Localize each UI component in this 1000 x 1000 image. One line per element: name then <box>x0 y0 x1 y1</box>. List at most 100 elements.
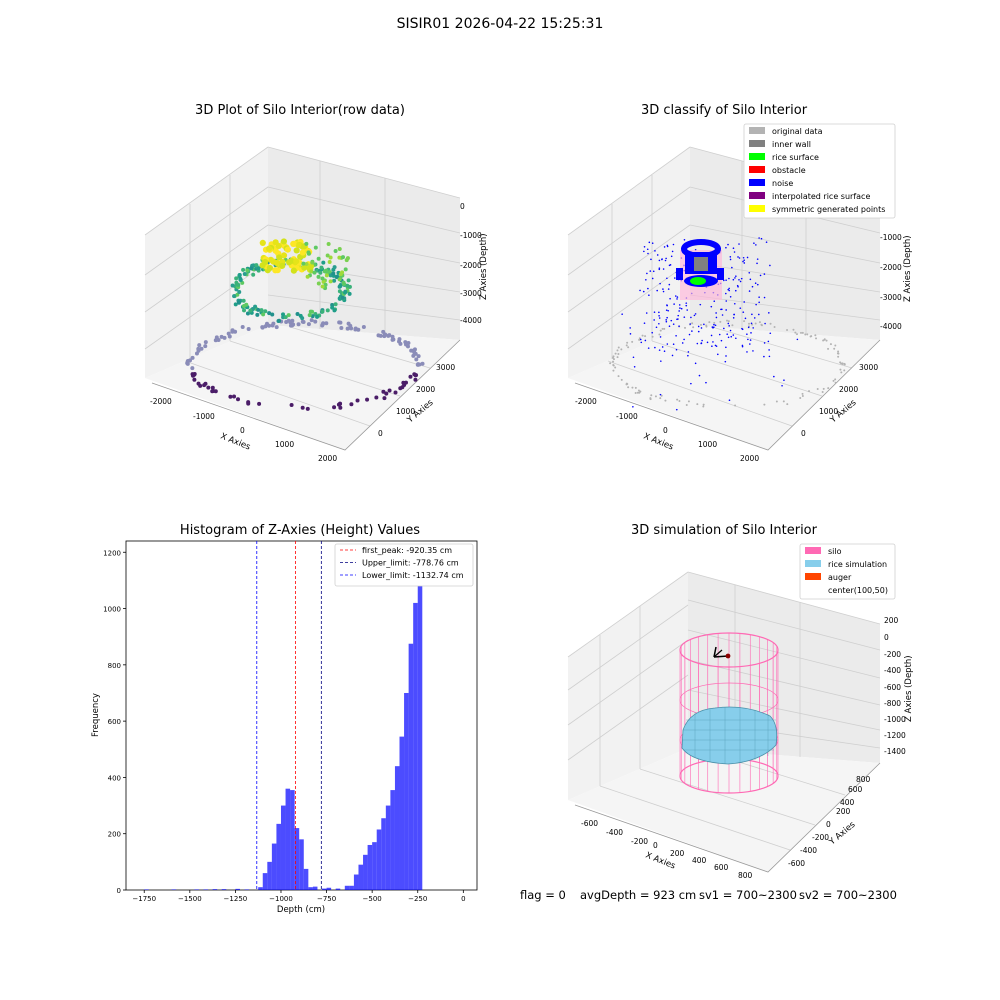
point <box>279 262 286 269</box>
point <box>234 276 239 281</box>
point <box>699 323 702 326</box>
point <box>310 260 315 265</box>
rice-simulation-surface <box>681 706 778 765</box>
point <box>710 334 713 337</box>
point <box>648 241 651 244</box>
point <box>659 397 662 400</box>
point <box>753 317 756 319</box>
point <box>661 346 664 348</box>
point <box>202 383 207 388</box>
point <box>320 276 325 281</box>
point <box>763 296 766 299</box>
point <box>706 341 709 344</box>
point <box>750 332 752 334</box>
point <box>658 317 661 319</box>
point <box>715 312 717 314</box>
point <box>741 327 743 330</box>
histogram-bars <box>144 557 423 890</box>
point <box>658 267 661 269</box>
point <box>316 274 321 279</box>
histogram-ytick-label: 1200 <box>103 549 121 557</box>
point <box>338 284 343 289</box>
point <box>741 344 744 347</box>
histogram-legend-label: Upper_limit: -778.76 cm <box>362 559 459 568</box>
point <box>665 320 668 323</box>
point <box>643 250 645 253</box>
classify-ztick: -4000 <box>880 322 902 331</box>
point <box>739 307 742 309</box>
histogram-bar <box>244 889 250 890</box>
point <box>330 305 335 310</box>
point <box>242 308 247 313</box>
classify-legend-swatch <box>749 166 765 173</box>
point <box>261 312 266 317</box>
point <box>257 401 262 406</box>
point <box>747 322 750 325</box>
classify-legend-swatch <box>749 205 765 212</box>
point <box>313 245 318 250</box>
point <box>656 254 659 256</box>
raw-ztick: -1000 <box>460 231 482 240</box>
point <box>678 400 681 403</box>
point <box>289 403 294 408</box>
status-sv2: sv2 = 700~2300 <box>799 888 897 902</box>
point <box>390 337 395 342</box>
histogram-ytick-label: 400 <box>108 774 121 782</box>
point <box>672 323 675 325</box>
point <box>732 278 735 281</box>
point <box>725 300 728 302</box>
point <box>727 243 729 246</box>
point <box>648 294 650 297</box>
point <box>336 402 341 407</box>
point <box>381 389 386 394</box>
point <box>398 341 403 346</box>
point <box>413 377 418 382</box>
point <box>641 334 644 337</box>
point <box>668 283 671 286</box>
point <box>324 273 329 278</box>
point <box>227 334 232 339</box>
histogram-bar <box>353 874 359 890</box>
point <box>245 268 250 273</box>
point <box>654 346 656 349</box>
point <box>658 314 660 317</box>
simulation-ytick: 400 <box>840 798 855 807</box>
point <box>347 284 352 289</box>
point <box>660 360 662 362</box>
point <box>713 326 715 328</box>
point <box>213 338 218 343</box>
raw-ztick: -4000 <box>460 316 482 325</box>
simulation-legend-label: silo <box>828 547 842 556</box>
raw-plot-title: 3D Plot of Silo Interior(row data) <box>195 103 405 118</box>
point <box>691 330 693 332</box>
point <box>321 279 326 284</box>
point <box>728 287 730 290</box>
point <box>638 338 641 341</box>
point <box>331 271 336 276</box>
point <box>734 277 736 279</box>
point <box>332 308 337 313</box>
point <box>656 289 658 292</box>
histogram-bar <box>235 888 240 890</box>
point <box>617 346 620 349</box>
point <box>306 322 311 327</box>
point <box>276 254 283 261</box>
simulation-ztick: 200 <box>884 616 899 625</box>
point <box>713 323 715 326</box>
point <box>233 329 238 334</box>
point <box>739 280 742 283</box>
simulation-ztick: 0 <box>884 633 889 642</box>
point <box>381 329 386 334</box>
simulation-xtick: -200 <box>631 837 648 846</box>
simulation-ztick: -800 <box>884 699 901 708</box>
point <box>841 362 844 365</box>
point <box>349 402 354 407</box>
point <box>420 361 425 366</box>
point <box>713 300 716 303</box>
point <box>649 397 652 400</box>
point <box>393 390 398 395</box>
point <box>746 256 749 259</box>
point <box>729 258 732 261</box>
point <box>612 364 615 367</box>
